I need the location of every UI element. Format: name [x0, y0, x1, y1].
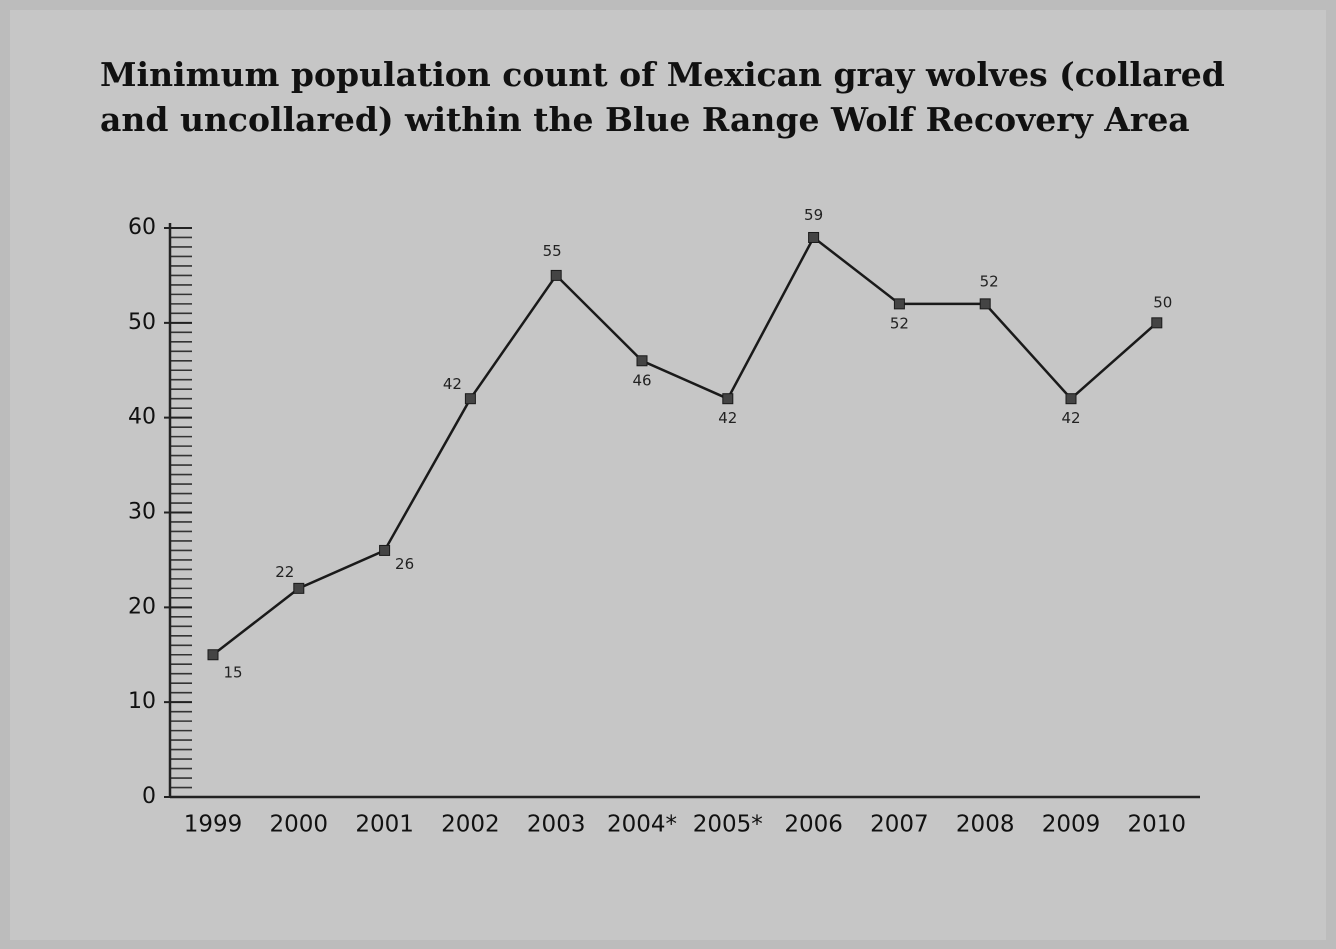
x-tick-label: 2004* [607, 812, 677, 838]
value-label: 50 [1153, 293, 1172, 311]
y-tick-label: 30 [128, 500, 156, 525]
data-point [207, 649, 219, 661]
value-label: 52 [890, 314, 909, 332]
y-tick-label: 40 [128, 405, 156, 430]
value-label: 52 [980, 272, 999, 290]
x-tick-label: 1999 [184, 812, 243, 838]
y-tick-label: 20 [128, 594, 156, 619]
data-point [979, 298, 991, 310]
x-tick-label: 2002 [441, 812, 500, 838]
chart-title: Minimum population count of Mexican gray… [100, 55, 1225, 94]
data-point [464, 393, 476, 405]
x-tick-label: 2006 [784, 812, 843, 838]
value-label: 42 [443, 375, 462, 393]
value-label: 22 [275, 563, 294, 581]
data-point [379, 544, 391, 556]
value-label: 42 [1061, 409, 1080, 427]
data-line [212, 235, 1158, 656]
data-point [722, 393, 734, 405]
chart-title: and uncollared) within the Blue Range Wo… [100, 100, 1190, 139]
value-label: 59 [804, 206, 823, 224]
data-point [550, 269, 562, 281]
y-tick-label: 60 [128, 215, 156, 240]
value-label: 15 [223, 663, 242, 681]
x-tick-label: 2005* [693, 812, 763, 838]
x-tick-label: 2000 [270, 812, 329, 838]
data-point [893, 298, 905, 310]
data-point [293, 582, 305, 594]
panel [10, 10, 1326, 940]
data-point [1065, 393, 1077, 405]
y-tick-label: 0 [142, 784, 156, 809]
y-tick-label: 10 [128, 689, 156, 714]
x-tick-label: 2010 [1128, 812, 1187, 838]
x-tick-label: 2003 [527, 812, 586, 838]
value-label: 26 [395, 555, 414, 573]
value-label: 42 [718, 409, 737, 427]
x-tick-label: 2001 [355, 812, 414, 838]
value-label: 55 [543, 242, 562, 260]
data-point [1151, 317, 1163, 329]
data-point [808, 231, 820, 243]
data-point [636, 355, 648, 367]
value-label: 46 [632, 371, 651, 389]
x-tick-label: 2009 [1042, 812, 1101, 838]
x-tick-label: 2007 [870, 812, 929, 838]
y-tick-label: 50 [128, 310, 156, 335]
x-tick-label: 2008 [956, 812, 1015, 838]
